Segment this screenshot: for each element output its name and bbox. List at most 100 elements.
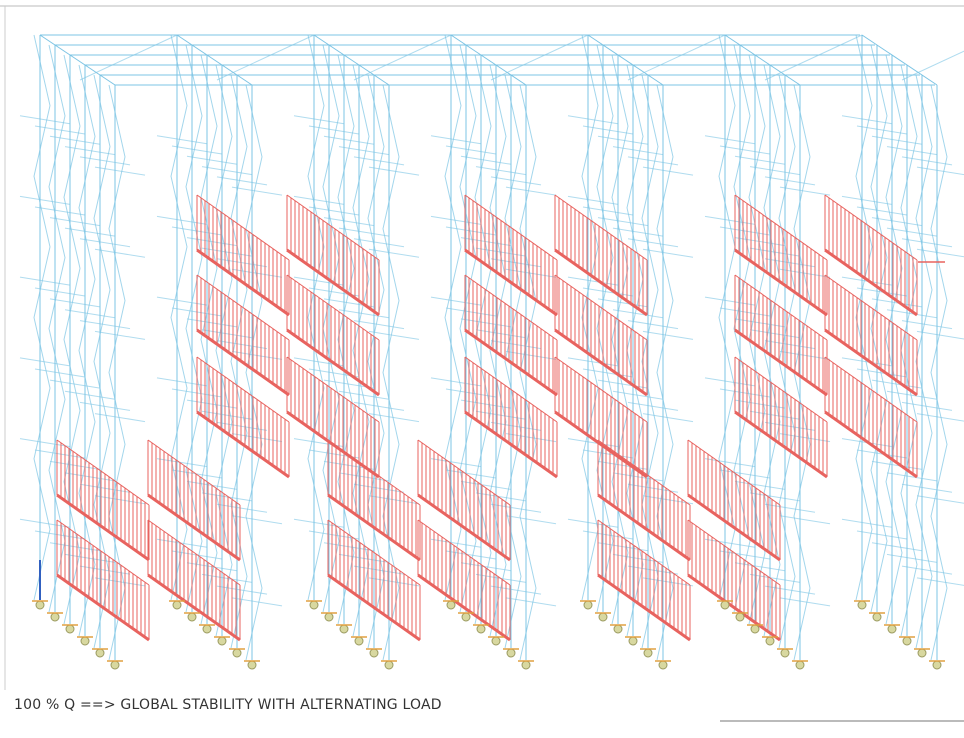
shelf-beam — [506, 598, 556, 606]
support — [796, 661, 804, 669]
shelf-beam — [568, 116, 618, 124]
shelf-beam — [20, 277, 70, 285]
shelf-beam — [643, 167, 693, 175]
shelf-beam — [735, 156, 785, 164]
shelf-beam — [506, 187, 556, 195]
shelf-beam — [157, 136, 207, 144]
support — [858, 601, 866, 609]
support — [659, 661, 667, 669]
shelf-beam — [461, 156, 511, 164]
shelf-beam — [324, 136, 374, 144]
shelf-beam — [857, 126, 907, 134]
shelf-beam — [902, 484, 952, 492]
shelf-beam — [20, 116, 70, 124]
top-diag — [314, 35, 389, 85]
load-top — [287, 357, 379, 422]
support — [507, 649, 515, 657]
shelf-beam — [872, 136, 922, 144]
shelf-beam — [613, 310, 663, 318]
shelf-beam — [780, 598, 830, 606]
shelf-beam — [354, 157, 404, 165]
shelf-beam — [613, 147, 663, 155]
shelf-beam — [842, 116, 892, 124]
shelf-beam — [917, 167, 964, 175]
shelf-beam — [568, 519, 618, 527]
shelf-beam — [583, 531, 633, 539]
caption: 100 % Q ==> GLOBAL STABILITY WITH ALTERN… — [0, 690, 720, 720]
load-top — [57, 440, 149, 505]
load-base — [57, 495, 149, 560]
shelf-beam — [50, 136, 100, 144]
top-diag — [862, 35, 937, 85]
load-top — [57, 520, 149, 585]
shelf-beam — [187, 156, 237, 164]
top-diag — [217, 35, 314, 80]
support — [903, 637, 911, 645]
shelf-beam — [446, 146, 496, 154]
support — [933, 661, 941, 669]
top-diag — [902, 35, 964, 80]
shelf-beam — [598, 136, 648, 144]
support — [629, 637, 637, 645]
shelf-beam — [628, 157, 678, 165]
load-top — [735, 357, 827, 422]
support — [370, 649, 378, 657]
shelf-beam — [172, 146, 222, 154]
shelf-beam — [917, 578, 964, 586]
support — [918, 649, 926, 657]
load-base — [825, 412, 917, 477]
support — [873, 613, 881, 621]
shelf-beam — [35, 288, 85, 296]
support — [111, 661, 119, 669]
shelf-beam — [294, 196, 344, 204]
support — [462, 613, 470, 621]
load-base — [735, 412, 827, 477]
support — [66, 625, 74, 633]
shelf-beam — [232, 187, 282, 195]
load-top — [688, 520, 780, 585]
support — [325, 613, 333, 621]
load-base — [735, 250, 827, 315]
load-top — [688, 440, 780, 505]
support — [781, 649, 789, 657]
load-base — [197, 412, 289, 477]
support — [736, 613, 744, 621]
support — [218, 637, 226, 645]
support — [888, 625, 896, 633]
load-base — [148, 575, 240, 640]
shelf-beam — [902, 566, 952, 574]
top-diag — [725, 35, 800, 85]
top-diag — [491, 35, 588, 80]
support — [96, 649, 104, 657]
shelf-beam — [476, 167, 526, 175]
shelf-beam — [65, 310, 115, 318]
shelf-beam — [643, 331, 693, 339]
shelf-beam — [583, 126, 633, 134]
shelf-beam — [735, 563, 785, 571]
shelf-beam — [842, 196, 892, 204]
support — [173, 601, 181, 609]
support — [355, 637, 363, 645]
top-diag — [177, 35, 252, 85]
shelf-beam — [842, 519, 892, 527]
shelf-beam — [872, 543, 922, 551]
support — [447, 601, 455, 609]
load-top — [197, 275, 289, 340]
shelf-beam — [705, 136, 755, 144]
shelf-beam — [95, 331, 145, 339]
shelf-beam — [568, 196, 618, 204]
shelf-beam — [35, 126, 85, 134]
shelf-beam — [309, 126, 359, 134]
shelf-beam — [720, 146, 770, 154]
structure-model — [0, 0, 964, 738]
top-diag — [354, 35, 451, 80]
shelf-beam — [80, 321, 130, 329]
screenshot: 100 % Q ==> GLOBAL STABILITY WITH ALTERN… — [0, 0, 964, 738]
shelf-beam — [369, 167, 419, 175]
support — [751, 625, 759, 633]
load-base — [688, 575, 780, 640]
support — [644, 649, 652, 657]
shelf-beam — [750, 167, 800, 175]
shelf-beam — [765, 177, 815, 185]
load-base — [825, 250, 917, 315]
